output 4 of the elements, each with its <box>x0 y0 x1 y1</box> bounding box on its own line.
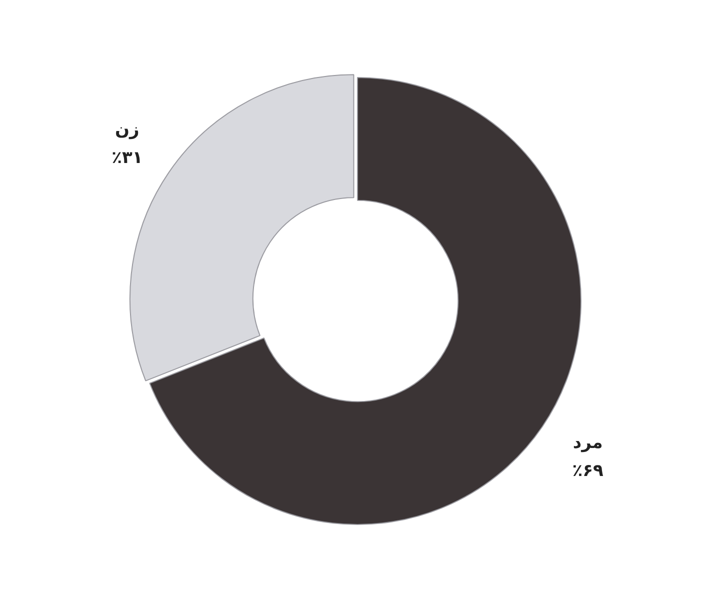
data-label: ٪۶۹ <box>572 460 604 481</box>
slice-label: مرد <box>572 432 603 453</box>
data-label: ٪۳۱ <box>112 148 143 168</box>
slice-label: زن <box>115 120 140 140</box>
